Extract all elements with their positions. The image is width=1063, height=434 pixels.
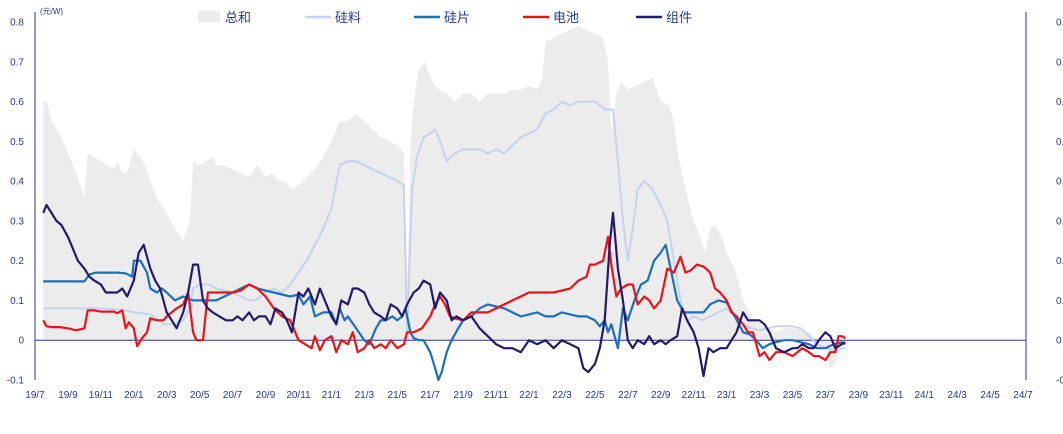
- y-tick-label-right: 0.1: [1056, 296, 1063, 307]
- x-tick-label: 24/7: [1013, 390, 1033, 401]
- x-tick-label: 21/7: [420, 390, 440, 401]
- y-tick-label-right: 0.5: [1056, 137, 1063, 148]
- line-series-3: [42, 203, 846, 378]
- x-tick-label: 24/1: [914, 390, 934, 401]
- legend-item: 总和: [198, 10, 251, 25]
- axis-layer: -0.1 -0.1 0 0 0.1 0.1 0.2 0.2 0.3 0.3 0.4 0.4 0.5 0.5…: [7, 12, 1063, 401]
- x-tick-label: 23/5: [783, 390, 803, 401]
- x-tick-label: 20/11: [286, 390, 311, 401]
- y-tick-label-left: 0.7: [10, 57, 24, 68]
- x-tick-label: 20/3: [157, 390, 177, 401]
- legend-swatch: [198, 11, 220, 22]
- y-tick-label-left: 0.6: [10, 97, 24, 108]
- x-tick-label: 23/3: [750, 390, 770, 401]
- legend-label: 硅片: [444, 10, 470, 25]
- line-series-1: [43, 243, 846, 382]
- legend-label: 总和: [225, 10, 251, 25]
- y-tick-label-left: 0: [18, 336, 24, 347]
- y-tick-label-left: 0.3: [10, 216, 24, 227]
- legend-item: 组件: [636, 10, 692, 25]
- x-tick-label: 23/9: [849, 390, 869, 401]
- x-tick-label: 21/3: [355, 390, 375, 401]
- legend-item: 电池: [523, 10, 579, 25]
- x-tick-label: 22/9: [651, 390, 671, 401]
- x-tick-label: 20/5: [190, 390, 210, 401]
- x-tick-label: 23/11: [879, 390, 904, 401]
- y-tick-label-left: 0.1: [10, 296, 24, 307]
- legend-label: 组件: [666, 10, 692, 25]
- y-tick-label-right: -0.1: [1056, 376, 1063, 387]
- y-tick-label-right: 0.4: [1056, 177, 1063, 188]
- y-tick-label-right: 0.8: [1056, 18, 1063, 29]
- x-tick-label: 24/5: [980, 390, 1000, 401]
- legend-item: 硅料: [305, 10, 361, 25]
- x-tick-label: 20/7: [223, 390, 243, 401]
- legend-item: 硅片: [414, 10, 470, 25]
- x-tick-label: 23/7: [816, 390, 836, 401]
- x-tick-label: 19/11: [89, 390, 114, 401]
- x-tick-label: 21/5: [388, 390, 408, 401]
- y-tick-label-left: 0.2: [10, 256, 24, 267]
- y-tick-label-right: 0.6: [1056, 97, 1063, 108]
- x-tick-label: 22/3: [552, 390, 572, 401]
- x-tick-label: 23/1: [717, 390, 737, 401]
- y-tick-label-right: 0.7: [1056, 57, 1063, 68]
- y-tick-label-right: 0.3: [1056, 216, 1063, 227]
- line-layer: [42, 100, 846, 382]
- x-tick-label: 19/9: [58, 390, 78, 401]
- x-tick-label: 22/5: [585, 390, 605, 401]
- area-series-total: [43, 26, 846, 369]
- y-tick-label-left: -0.1: [7, 376, 25, 387]
- x-tick-label: 24/3: [947, 390, 967, 401]
- x-tick-label: 22/11: [682, 390, 707, 401]
- x-tick-label: 21/11: [484, 390, 509, 401]
- area-layer: [43, 26, 846, 369]
- legend: 总和 硅料 硅片 电池 组件: [198, 10, 692, 25]
- x-tick-label: 22/7: [618, 390, 638, 401]
- y-tick-label-left: 0.8: [10, 18, 24, 29]
- x-tick-label: 21/1: [322, 390, 342, 401]
- y-tick-label-right: 0.2: [1056, 256, 1063, 267]
- x-tick-label: 22/1: [519, 390, 539, 401]
- line-series-0: [43, 100, 846, 352]
- legend-label: 电池: [553, 10, 579, 25]
- y-tick-label-left: 0.4: [10, 177, 24, 188]
- x-tick-label: 21/9: [453, 390, 473, 401]
- y-tick-label-right: 0: [1056, 336, 1062, 347]
- legend-label: 硅料: [335, 10, 361, 25]
- x-tick-label: 20/1: [124, 390, 144, 401]
- x-tick-label: 20/9: [256, 390, 276, 401]
- y-tick-label-left: 0.5: [10, 137, 24, 148]
- x-tick-label: 19/7: [25, 390, 45, 401]
- unit-label: (元/W): [40, 7, 63, 16]
